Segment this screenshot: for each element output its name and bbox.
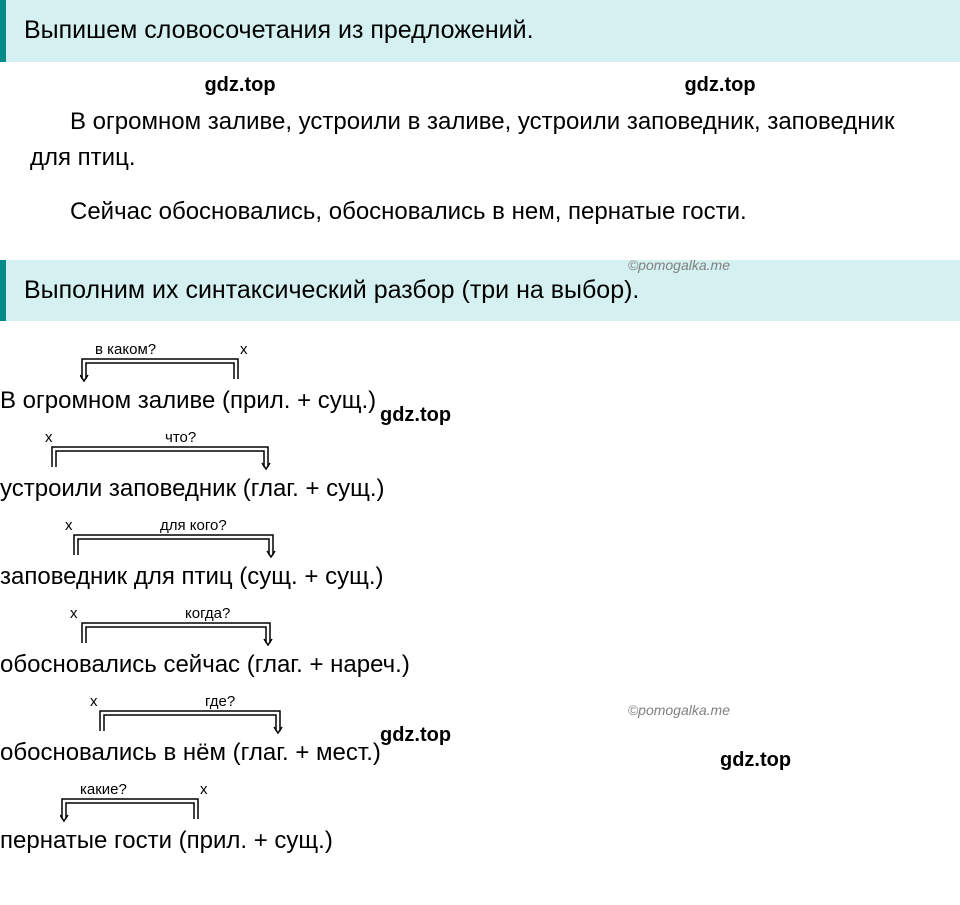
copyright-1: ©pomogalka.me [628, 255, 730, 276]
bracket-container: где?х [10, 691, 950, 731]
phrase-text: В огромном заливе (прил. + сущ.) [0, 383, 376, 419]
bracket-icon [60, 797, 204, 823]
bracket-icon [72, 533, 279, 559]
task-header-2-text: Выполним их синтаксический разбор (три н… [24, 276, 639, 304]
task-header-1: Выпишем словосочетания из предложений. [0, 0, 960, 62]
phrase-text: обосновались сейчас (глаг. + нареч.) [0, 647, 410, 683]
phrase-text: пернатые гости (прил. + сущ.) [0, 823, 333, 859]
x-mark: х [70, 603, 78, 626]
x-mark: х [90, 691, 98, 714]
task-header-1-text: Выпишем словосочетания из предложений. [24, 16, 534, 44]
phrase-text: заповедник для птиц (сущ. + сущ.) [0, 559, 383, 595]
analysis-item: для кого?х заповедник для птиц (сущ. + су… [0, 515, 960, 593]
analysis-item: что?х устроили заповедник (глаг. + сущ.) [0, 427, 960, 505]
bracket-container: когда?х [10, 603, 950, 643]
watermark-row-1: gdz.top gdz.top [0, 70, 960, 100]
watermark-gdz-1: gdz.top [204, 70, 275, 100]
copyright-2: ©pomogalka.me [628, 700, 730, 721]
bracket-icon [80, 621, 276, 647]
analysis-item: когда?х обосновались сейчас (глаг. + наре… [0, 603, 960, 681]
bracket-icon [98, 709, 286, 735]
paragraph-1: В огромном заливе, устроили в заливе, ус… [0, 104, 960, 176]
paragraph-2: Сейчас обосновались, обосновались в нем,… [0, 194, 960, 230]
bracket-icon [80, 357, 244, 383]
watermark-gdz-4: gdz.top [380, 720, 451, 750]
analysis-item: какие?х пернатые гости (прил. + сущ.) [0, 779, 960, 857]
watermark-gdz-2: gdz.top [684, 70, 755, 100]
phrase-text: устроили заповедник (глаг. + сущ.) [0, 471, 385, 507]
bracket-container: какие?х [10, 779, 950, 819]
phrase-text: обосновались в нём (глаг. + мест.) [0, 735, 381, 771]
analysis-item: в каком?х В огромном заливе (прил. + сущ.… [0, 339, 960, 417]
bracket-container: что?х [10, 427, 950, 467]
analysis-item: где?х обосновались в нём (глаг. + мест.) [0, 691, 960, 769]
bracket-icon [50, 445, 274, 471]
bracket-container: в каком?х [10, 339, 950, 379]
watermark-gdz-5: gdz.top [720, 745, 791, 775]
bracket-container: для кого?х [10, 515, 950, 555]
task-header-2: Выполним их синтаксический разбор (три н… [0, 260, 960, 322]
watermark-gdz-3: gdz.top [380, 400, 451, 430]
analysis-list: в каком?х В огромном заливе (прил. + сущ.… [0, 339, 960, 857]
